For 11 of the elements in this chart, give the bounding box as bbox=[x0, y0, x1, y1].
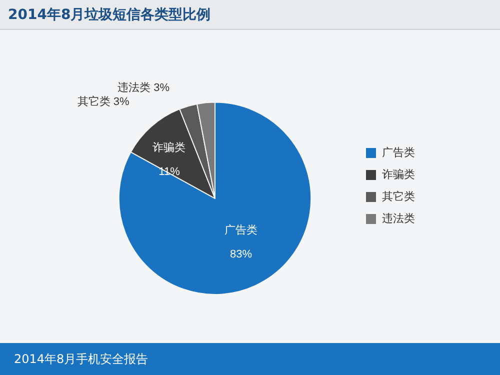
text: 2014年8月手机安全报告 bbox=[0, 343, 500, 375]
category-label: 违法类 3% bbox=[118, 82, 170, 94]
legend-label: 其它类 bbox=[382, 190, 415, 203]
legend-label: 违法类 bbox=[382, 212, 415, 225]
slice-label: 诈骗类 bbox=[152, 141, 186, 154]
category-label: 其它类 3% bbox=[77, 96, 130, 108]
legend-label: 广告类 bbox=[382, 146, 415, 159]
legend-label: 诈骗类 bbox=[382, 168, 415, 181]
data-label: 83% bbox=[230, 248, 252, 260]
chart-title: 2014年8月垃圾短信各类型比例 bbox=[0, 0, 500, 30]
slice-label: 广告类 bbox=[224, 223, 258, 236]
